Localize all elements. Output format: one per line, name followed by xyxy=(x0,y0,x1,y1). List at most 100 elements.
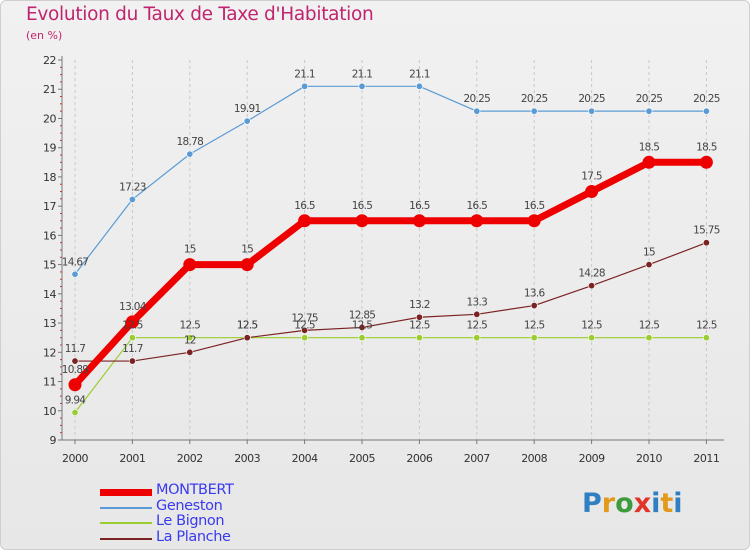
x-tick-label: 2007 xyxy=(464,452,490,465)
data-point-le-bignon xyxy=(645,334,653,342)
data-point-montbert xyxy=(585,185,599,199)
data-label-geneston: 21.1 xyxy=(294,68,315,80)
axes: 9 10 11 12 13 14 15 16 17 18 19 20 21 22 2000 2001 2002 2… xyxy=(43,54,724,465)
data-label-geneston: 21.1 xyxy=(352,68,373,80)
legend-swatch-le-bignon xyxy=(100,522,152,524)
data-labels: 14.67 17.23 18.78 19.91 21.1 21.1 21.1 20.25 20.… xyxy=(62,68,721,406)
data-point-montbert xyxy=(355,214,369,228)
data-point-montbert xyxy=(642,155,656,169)
data-label-le-bignon: 12.5 xyxy=(294,320,315,332)
data-point-la-planche xyxy=(530,302,538,310)
data-label-la-planche: 12.85 xyxy=(349,309,376,321)
data-label-geneston: 21.1 xyxy=(409,68,430,80)
series-lines xyxy=(68,82,713,417)
data-point-geneston xyxy=(702,107,710,115)
data-point-le-bignon xyxy=(301,334,309,342)
data-label-la-planche: 12.5 xyxy=(237,320,258,332)
data-label-la-planche: 11.7 xyxy=(65,343,86,355)
data-point-la-planche xyxy=(588,282,596,290)
y-tick-label: 12 xyxy=(43,346,56,359)
y-tick-label: 9 xyxy=(50,434,57,447)
data-point-la-planche xyxy=(358,323,366,331)
data-point-la-planche xyxy=(186,348,194,356)
series-line-montbert xyxy=(72,158,707,388)
data-point-la-planche xyxy=(243,334,251,342)
proxiti-logo: Proxiti xyxy=(582,488,683,519)
data-label-montbert: 10.89 xyxy=(62,364,89,376)
y-tick-label: 10 xyxy=(43,405,56,418)
data-point-le-bignon xyxy=(71,409,79,417)
data-point-le-bignon xyxy=(128,334,136,342)
data-label-geneston: 20.25 xyxy=(464,93,491,105)
data-label-le-bignon: 12.5 xyxy=(122,320,143,332)
x-tick-label: 2002 xyxy=(177,452,203,465)
data-label-montbert: 15 xyxy=(241,244,253,256)
data-label-montbert: 18.5 xyxy=(696,141,717,153)
data-label-la-planche: 15 xyxy=(643,247,655,259)
y-tick-label: 14 xyxy=(43,288,56,301)
legend-label-montbert: MONTBERT xyxy=(156,482,234,498)
data-point-le-bignon xyxy=(415,334,423,342)
y-tick-label: 21 xyxy=(43,83,56,96)
data-label-geneston: 17.23 xyxy=(119,181,146,193)
data-label-le-bignon: 12.5 xyxy=(524,320,545,332)
chart-subtitle: (en %) xyxy=(26,29,63,42)
data-point-la-planche xyxy=(71,357,79,365)
data-label-la-planche: 15.75 xyxy=(693,225,720,237)
data-label-le-bignon: 12.5 xyxy=(696,320,717,332)
data-point-geneston xyxy=(301,82,309,90)
data-point-le-bignon xyxy=(186,334,194,342)
data-point-la-planche xyxy=(473,310,481,318)
legend-swatch-montbert xyxy=(100,489,152,496)
y-tick-label: 18 xyxy=(43,171,56,184)
data-point-montbert xyxy=(699,155,713,169)
data-label-le-bignon: 12.5 xyxy=(180,320,201,332)
data-point-geneston xyxy=(243,117,251,125)
data-point-geneston xyxy=(71,270,79,278)
data-point-la-planche xyxy=(301,326,309,334)
data-point-la-planche xyxy=(702,239,710,247)
data-point-geneston xyxy=(415,82,423,90)
data-label-montbert: 17.5 xyxy=(581,171,602,183)
data-point-le-bignon xyxy=(588,334,596,342)
data-point-la-planche xyxy=(645,261,653,269)
x-tick-label: 2010 xyxy=(636,452,662,465)
data-label-montbert: 13.04 xyxy=(119,301,147,313)
data-point-le-bignon xyxy=(530,334,538,342)
data-label-geneston: 20.25 xyxy=(578,93,605,105)
data-label-montbert: 16.5 xyxy=(409,200,430,212)
legend-label-geneston: Geneston xyxy=(156,498,223,514)
data-label-montbert: 16.5 xyxy=(352,200,373,212)
data-label-geneston: 20.25 xyxy=(521,93,548,105)
data-label-le-bignon: 12.5 xyxy=(237,320,258,332)
data-label-montbert: 16.5 xyxy=(294,200,315,212)
data-point-montbert xyxy=(125,315,139,329)
data-point-montbert xyxy=(527,214,541,228)
data-point-montbert xyxy=(183,258,197,272)
data-point-montbert xyxy=(298,214,312,228)
y-tick-label: 15 xyxy=(43,259,56,272)
data-label-geneston: 18.78 xyxy=(177,136,204,148)
data-label-la-planche: 14.28 xyxy=(578,268,605,280)
data-point-montbert xyxy=(412,214,426,228)
data-point-geneston xyxy=(473,107,481,115)
data-label-le-bignon: 12.5 xyxy=(581,320,602,332)
x-tick-label: 2006 xyxy=(406,452,432,465)
data-point-geneston xyxy=(186,150,194,158)
data-label-geneston: 20.25 xyxy=(693,93,720,105)
grid-lines xyxy=(74,60,707,440)
data-point-la-planche xyxy=(415,313,423,321)
data-point-le-bignon xyxy=(702,334,710,342)
data-point-la-planche xyxy=(128,357,136,365)
data-label-geneston: 19.91 xyxy=(234,103,261,115)
x-tick-label: 2011 xyxy=(693,452,719,465)
x-tick-label: 2005 xyxy=(349,452,375,465)
data-label-la-planche: 12.75 xyxy=(291,312,318,324)
x-tick-label: 2008 xyxy=(521,452,547,465)
x-tick-label: 2009 xyxy=(579,452,605,465)
data-label-la-planche: 12 xyxy=(184,334,196,346)
data-point-montbert xyxy=(240,258,254,272)
data-label-montbert: 16.5 xyxy=(524,200,545,212)
data-label-la-planche: 11.7 xyxy=(122,343,143,355)
